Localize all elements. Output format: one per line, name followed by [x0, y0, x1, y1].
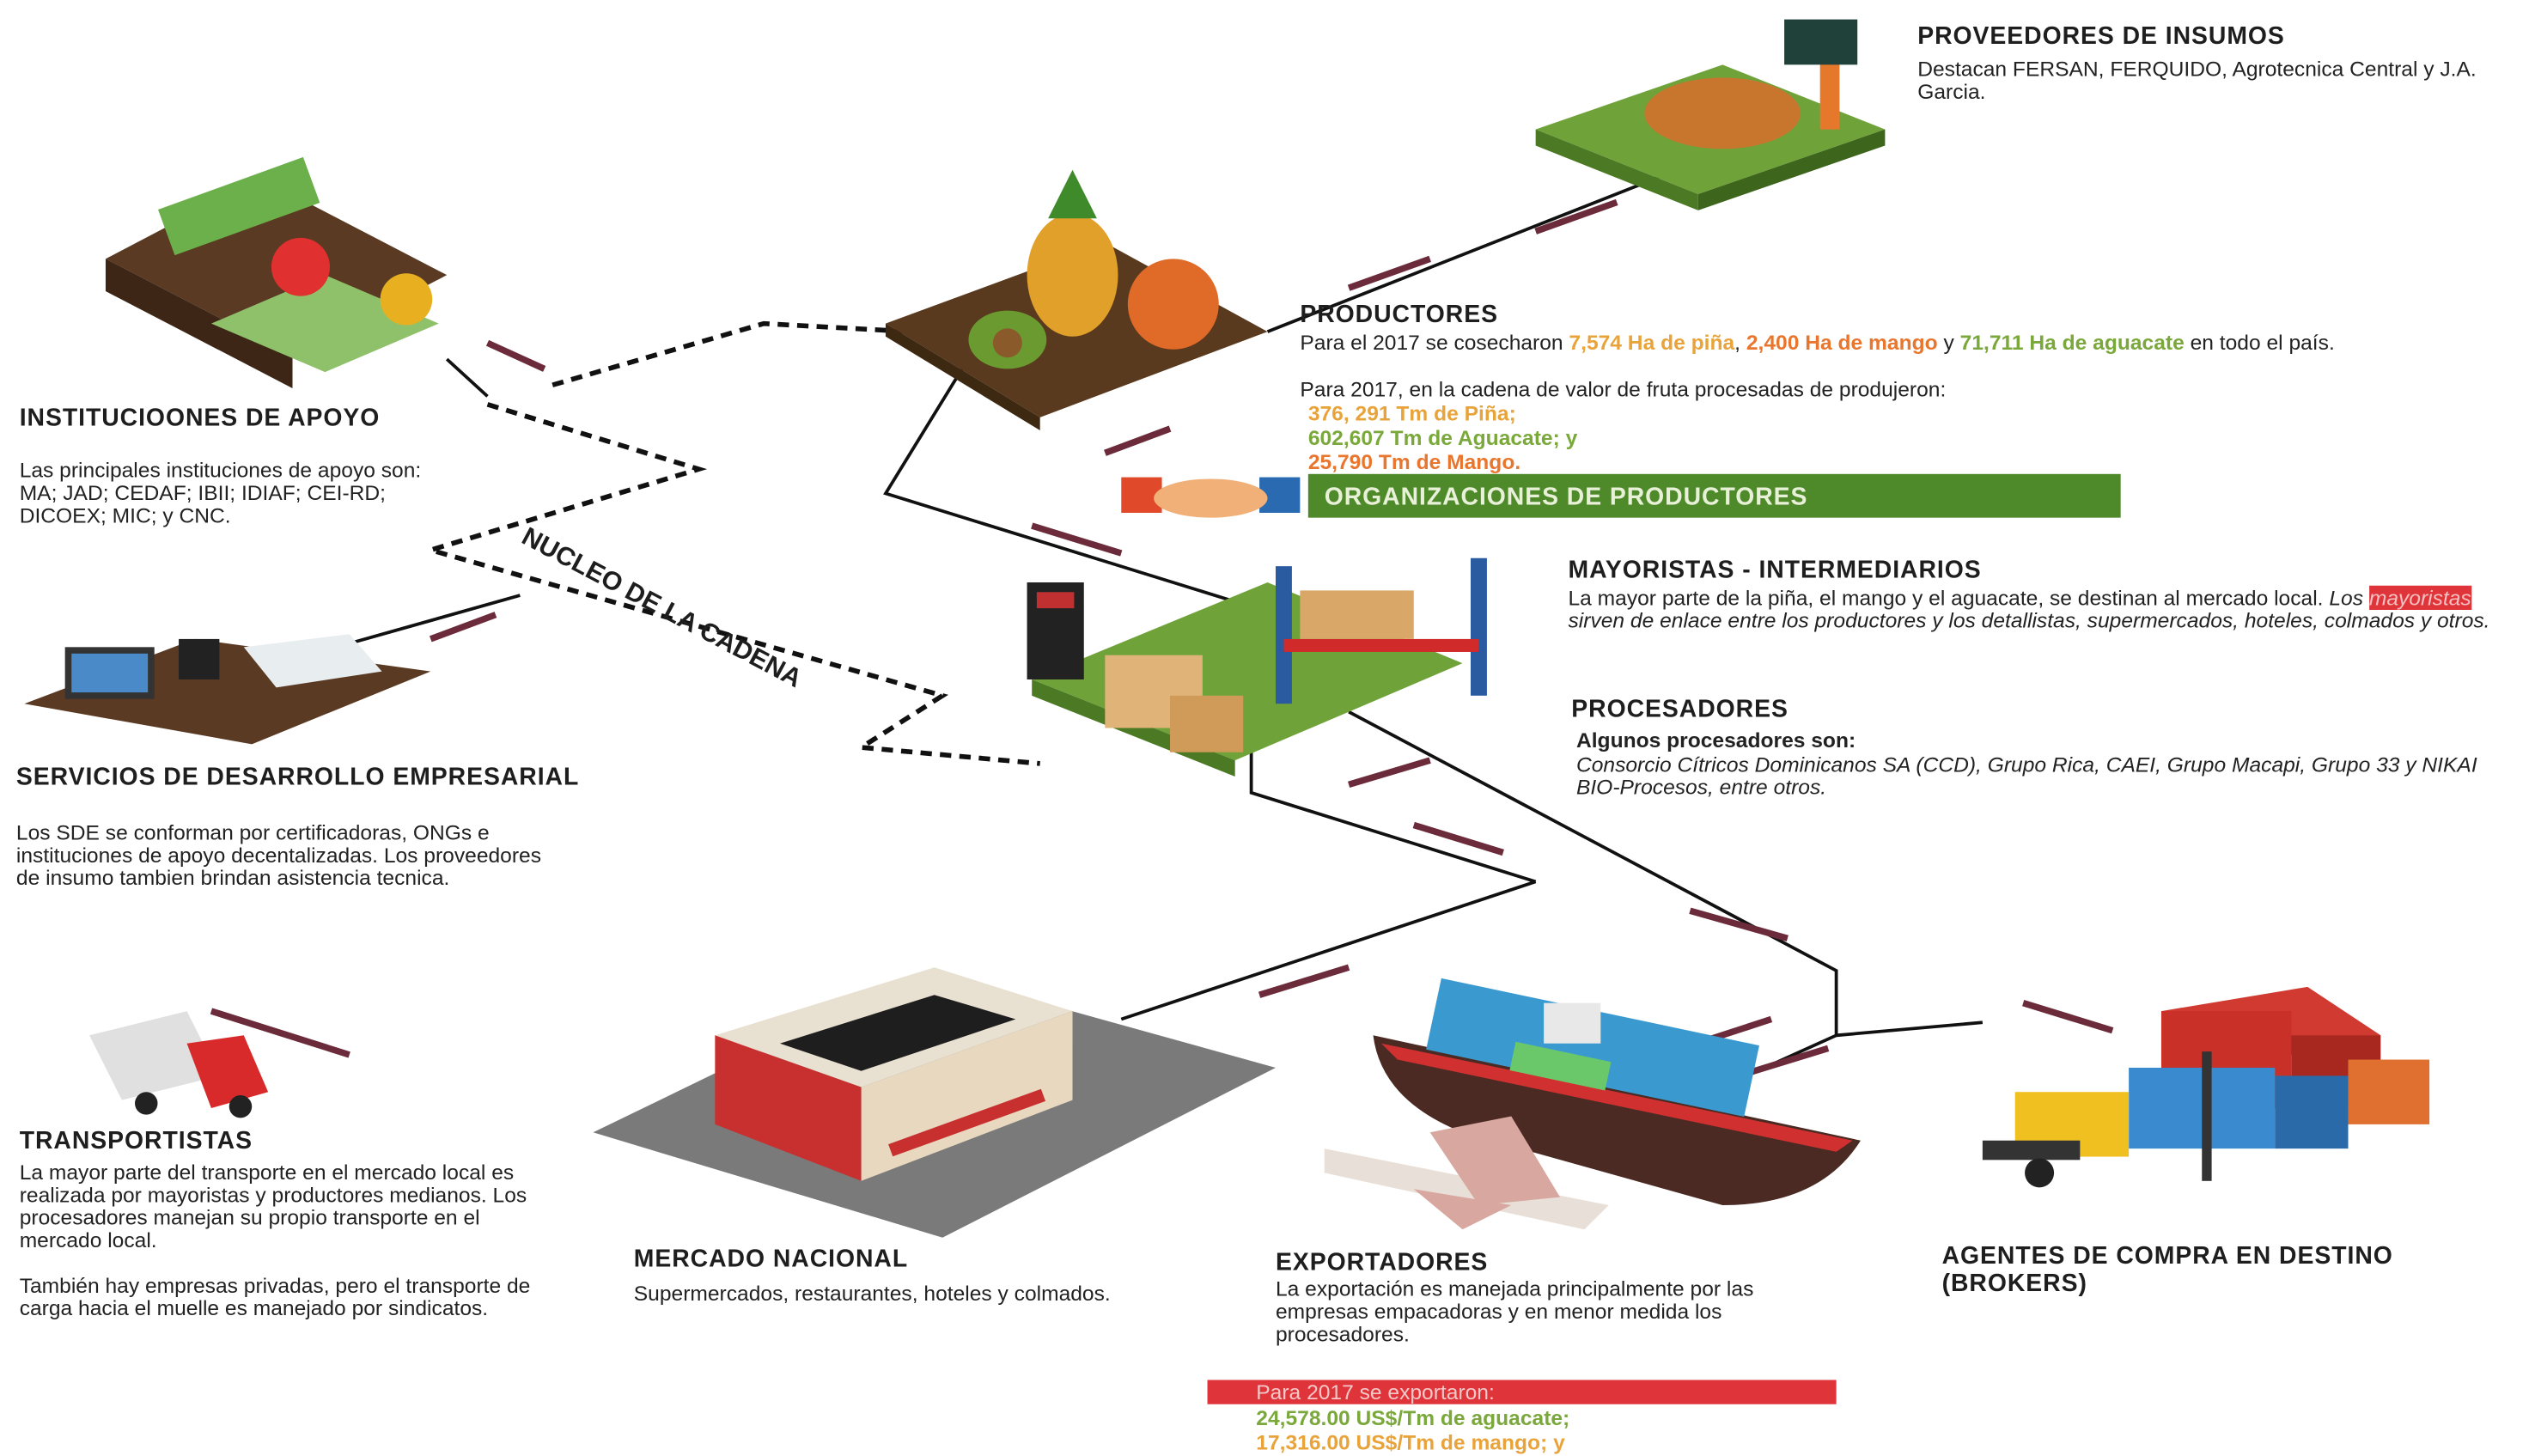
transporters-text: La mayor parte del transporte en el merc…	[20, 1161, 556, 1343]
flow-line	[447, 359, 487, 396]
market-illustration	[593, 967, 1276, 1238]
wholesaler-illustration	[1027, 558, 1487, 777]
brokers-title: AGENTES DE COMPRA EN DESTINO (BROKERS)	[1942, 1242, 2430, 1297]
nucleus-border	[430, 405, 1039, 764]
arrow	[1259, 967, 1349, 995]
institutions-illustration	[106, 157, 447, 388]
brokers-illustration	[1983, 987, 2429, 1188]
nucleus-label: NUCLEO DE LA CADENA	[517, 522, 807, 693]
exporters-text: La exportación es manejada principalment…	[1276, 1278, 1812, 1346]
text-segment: en todo el país.	[2185, 330, 2335, 354]
transporters-title: TRANSPORTISTAS	[20, 1128, 253, 1155]
text-segment: mayoristas	[2369, 586, 2471, 610]
market-title: MERCADO NACIONAL	[634, 1246, 908, 1273]
infographic: NUCLEO DE LA CADENA ORGANIZACIONES DE PR…	[0, 0, 2535, 1456]
nucleus-border	[552, 324, 910, 386]
text-segment: 7,574 Ha de piña	[1569, 330, 1734, 354]
institutions-title: INSTITUCIOONES DE APOYO	[20, 405, 393, 432]
text-segment: 71,711 Ha de aguacate	[1960, 330, 2185, 354]
text-segment: Los	[2329, 586, 2368, 610]
services-title: SERVICIOS DE DESARROLLO EMPRESARIAL	[16, 764, 618, 791]
text-segment: 17,316.00 US$/Tm de mango; y	[1256, 1430, 1906, 1454]
text-segment: 2,400 Ha de mango	[1746, 330, 1938, 354]
paragraph: La mayor parte del transporte en el merc…	[20, 1161, 556, 1252]
producers-illustration	[886, 170, 1268, 430]
arrow	[1105, 429, 1170, 453]
truck-illustration	[89, 1011, 268, 1118]
arrow	[1032, 526, 1121, 553]
text-segment: 376, 291 Tm de Piña;	[1308, 401, 1959, 425]
text-segment: sirven de enlace entre los productores y…	[1568, 608, 2489, 632]
organizations-label: ORGANIZACIONES DE PRODUCTORES	[1325, 483, 1808, 510]
institutions-text: Las principales instituciones de apoyo s…	[20, 460, 450, 527]
text-segment: y	[1938, 330, 1960, 354]
services-illustration	[24, 634, 430, 744]
exports-heading: Para 2017 se exportaron:	[1256, 1381, 1495, 1404]
paragraph: También hay empresas privadas, pero el t…	[20, 1275, 556, 1320]
producers-title: PRODUCTORES	[1300, 301, 1498, 328]
wholesalers-title: MAYORISTAS - INTERMEDIARIOS	[1568, 557, 1981, 584]
handshake-icon	[1121, 478, 1300, 518]
exports-list: 24,578.00 US$/Tm de aguacate;17,316.00 U…	[1256, 1406, 1906, 1454]
flow-line	[1837, 1022, 1983, 1035]
producers-intro: Para 2017, en la cadena de valor de frut…	[1300, 379, 2535, 401]
flow-line	[1252, 736, 1536, 881]
arrow	[488, 343, 545, 369]
text-segment: La mayor parte de la piña, el mango y el…	[1568, 586, 2329, 610]
arrow	[1349, 760, 1430, 784]
processors-subtitle: Algunos procesadores son:	[1576, 729, 1856, 752]
wholesalers-text: La mayor parte de la piña, el mango y el…	[1568, 588, 2510, 633]
market-text: Supermercados, restaurantes, hoteles y c…	[634, 1282, 1122, 1305]
suppliers-title: PROVEEDORES DE INSUMOS	[1917, 22, 2285, 50]
suppliers-text: Destacan FERSAN, FERQUIDO, Agrotecnica C…	[1917, 58, 2486, 104]
supplier-illustration	[1536, 20, 1886, 210]
text-segment: 602,607 Tm de Aguacate; y	[1308, 425, 1959, 449]
text-segment: 25,790 Tm de Mango.	[1308, 450, 1959, 474]
processors-text: Consorcio Cítricos Dominicanos SA (CCD),…	[1576, 754, 2486, 800]
text-segment: 24,578.00 US$/Tm de aguacate;	[1256, 1406, 1906, 1430]
producers-items: 376, 291 Tm de Piña;602,607 Tm de Aguaca…	[1308, 401, 1959, 474]
arrow	[2023, 1003, 2112, 1031]
arrow	[1536, 202, 1618, 231]
export-illustration	[1325, 978, 1861, 1229]
services-text: Los SDE se conforman por certificadoras,…	[16, 822, 552, 890]
producers-harvest: Para el 2017 se cosecharon 7,574 Ha de p…	[1300, 332, 2535, 354]
exporters-title: EXPORTADORES	[1276, 1249, 1488, 1276]
text-segment: ,	[1734, 330, 1746, 354]
text-segment: Para el 2017 se cosecharon	[1300, 330, 1569, 354]
arrow	[1690, 911, 1788, 938]
processors-title: PROCESADORES	[1571, 696, 1789, 723]
